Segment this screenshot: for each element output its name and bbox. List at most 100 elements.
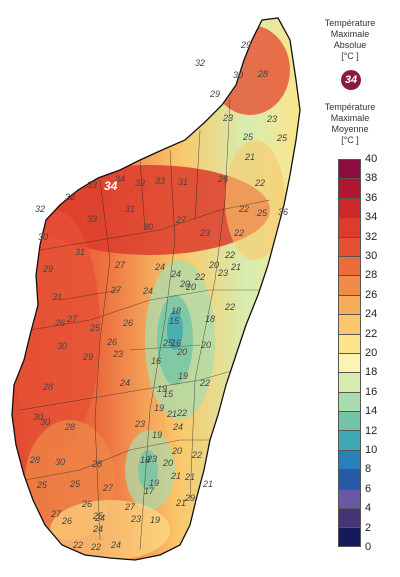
- colorbar-tick-label: 18: [365, 366, 378, 379]
- region-temperature-label: 31: [125, 204, 135, 214]
- region-temperature-label: 17: [144, 486, 155, 496]
- region-temperature-label: 32: [195, 58, 205, 68]
- colorbar-swatch: [338, 255, 361, 276]
- region-temperature-label: 19: [178, 371, 188, 381]
- region-temperature-label: 23: [217, 268, 228, 278]
- region-temperature-label: 29: [209, 89, 220, 99]
- region-temperature-label: 24: [142, 286, 153, 296]
- colorbar-swatch: [338, 178, 361, 198]
- region-temperature-label: 26: [217, 174, 228, 184]
- region-temperature-label: 19: [149, 478, 159, 488]
- abs-title-line-2: Maximale: [330, 29, 370, 39]
- mean-max-legend-title: Température Maximale Moyenne [°C ]: [300, 102, 400, 146]
- colorbar-swatch: [338, 294, 361, 315]
- colorbar-tick-label: 8: [365, 463, 372, 476]
- abs-title-line-1: Température: [324, 18, 376, 28]
- region-temperature-label: 25: [92, 511, 104, 521]
- region-temperature-label: 27: [50, 509, 62, 519]
- region-temperature-label: 33: [87, 214, 97, 224]
- region-temperature-label: 30: [57, 341, 67, 351]
- region-temperature-label: 22: [199, 378, 210, 388]
- colorbar-tick-label: 26: [365, 288, 378, 301]
- colorbar-swatch: [338, 391, 361, 412]
- colorbar-tick-label: 10: [365, 444, 378, 456]
- colorbar-swatch: [338, 333, 361, 353]
- abs-title-line-4: [°C ]: [341, 51, 359, 61]
- region-temperature-label: 22: [194, 272, 205, 282]
- region-temperature-label: 18: [205, 314, 215, 324]
- region-temperature-label: 24: [170, 269, 181, 279]
- region-temperature-label: 31: [75, 247, 85, 257]
- region-temperature-label: 23: [146, 454, 157, 464]
- region-temperature-label: 27: [175, 215, 187, 225]
- region-temperature-label: 21: [166, 409, 177, 419]
- colorbar-swatch: [338, 352, 361, 373]
- region-temperature-label: 25: [242, 132, 254, 142]
- region-temperature-label: 24: [110, 540, 121, 550]
- region-temperature-label: 18: [171, 306, 181, 316]
- region-temperature-label: 27: [114, 260, 126, 270]
- colorbar-swatch: [338, 236, 361, 256]
- region-temperature-label: 20: [200, 340, 211, 350]
- colorbar-swatch: [338, 449, 361, 470]
- region-temperature-label: 21: [202, 479, 213, 489]
- region-temperature-label: 30: [33, 412, 43, 422]
- region-temperature-label: 19: [152, 430, 162, 440]
- region-temperature-label: 29: [82, 352, 93, 362]
- region-temperature-label: 21: [244, 152, 255, 162]
- region-temperature-label: 23: [199, 228, 210, 238]
- mean-title-line-2: Maximale: [330, 113, 370, 123]
- region-temperature-label: 25: [89, 323, 101, 333]
- colorbar-swatch: [338, 372, 361, 392]
- colorbar-tick-label: 36: [365, 191, 378, 204]
- colorbar-swatch: [338, 197, 361, 218]
- region-temperature-label: 22: [191, 450, 202, 460]
- region-temperature-label: 21: [230, 262, 241, 272]
- region-temperature-label: 22: [176, 408, 187, 418]
- colorbar-swatch: [338, 430, 361, 450]
- region-temperature-label: 23: [134, 419, 145, 429]
- region-temperature-label: 22: [224, 250, 235, 260]
- colorbar-tick-label: 6: [365, 482, 372, 495]
- colorbar-tick-label: 16: [365, 385, 378, 398]
- colorbar-tick-label: 2: [365, 521, 372, 534]
- region-temperature-label: 26: [122, 318, 133, 328]
- region-temperature-label: 23: [112, 349, 123, 359]
- region-temperature-label: 31: [178, 177, 188, 187]
- colorbar-swatch: [338, 159, 361, 179]
- region-temperature-label: 24: [154, 262, 165, 272]
- region-temperature-label: 25: [36, 480, 48, 490]
- region-temperature-label: 30: [55, 457, 65, 467]
- region-temperature-label: 28: [64, 422, 75, 432]
- region-temperature-label: 22: [238, 204, 249, 214]
- mean-title-line-4: [°C ]: [341, 135, 359, 145]
- district-boundaries: [19, 99, 271, 551]
- region-temperature-label: 20: [179, 279, 190, 289]
- region-temperature-label: 22: [233, 228, 244, 238]
- colorbar-tick-label: 32: [365, 230, 378, 243]
- colorbar-swatch: [338, 469, 361, 489]
- region-temperature-label: 23: [130, 514, 141, 524]
- region-temperature-label: 22: [224, 302, 235, 312]
- region-temperature-label: 30: [233, 70, 243, 80]
- region-temperature-label: 21: [184, 472, 195, 482]
- region-temperature-label: 28: [29, 455, 40, 465]
- region-temperature-label: 20: [176, 347, 187, 357]
- region-temperature-label: 30: [143, 222, 153, 232]
- mean-title-line-1: Température: [324, 102, 376, 112]
- region-temperature-label: 20: [162, 458, 173, 468]
- region-temperature-label: 19: [154, 403, 164, 413]
- colorbar-tick-label: 38: [365, 172, 378, 185]
- region-temperature-label: 30: [38, 232, 48, 242]
- region-temperature-label: 29: [240, 40, 251, 50]
- region-temperature-label: 21: [170, 471, 181, 481]
- region-temperature-label: 25: [162, 338, 174, 348]
- region-temperature-label: 33: [87, 180, 97, 190]
- colorbar-tick-label: 14: [365, 405, 378, 418]
- region-temperature-label: 28: [91, 459, 102, 469]
- temperature-colorbar: [338, 159, 361, 547]
- region-temperature-label: 33: [155, 176, 165, 186]
- region-temperature-label: 15: [169, 316, 180, 326]
